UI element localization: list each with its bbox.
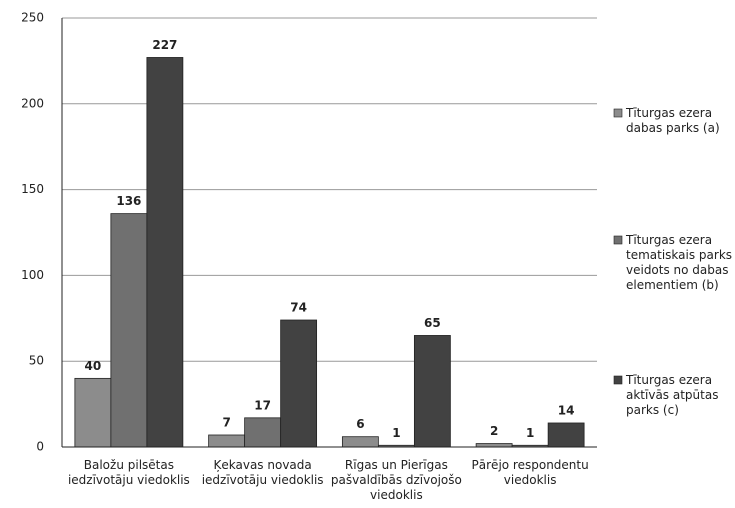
x-tick-label: Ķekavas novada iedzīvotāju viedoklis xyxy=(201,458,324,487)
data-label: 227 xyxy=(152,38,177,52)
y-tick-label: 0 xyxy=(36,440,44,454)
bar xyxy=(547,422,585,448)
data-label: 7 xyxy=(222,415,230,429)
data-label: 14 xyxy=(558,403,575,417)
bar xyxy=(244,417,282,448)
y-tick-label: 150 xyxy=(21,182,44,196)
data-label: 74 xyxy=(290,301,307,315)
y-tick-label: 250 xyxy=(21,11,44,25)
bar xyxy=(110,213,148,448)
data-label: 17 xyxy=(254,398,271,412)
bar xyxy=(413,335,451,448)
y-tick-label: 50 xyxy=(29,354,44,368)
legend-swatch xyxy=(613,108,623,118)
legend-label: Tīturgas ezera aktīvās atpūtas parks (c) xyxy=(626,373,719,417)
legend-label: Tīturgas ezera tematiskais parks veidots… xyxy=(626,233,733,292)
x-tick-label: Rīgas un Pierīgas pašvaldībās dzīvojošo … xyxy=(330,458,462,502)
legend-label: Tīturgas ezera dabas parks (a) xyxy=(626,106,720,135)
data-label: 136 xyxy=(116,194,141,208)
data-label: 1 xyxy=(392,426,400,440)
data-label: 65 xyxy=(424,316,441,330)
y-tick-label: 100 xyxy=(21,268,44,282)
data-label: 1 xyxy=(526,426,534,440)
data-label: 6 xyxy=(356,417,364,431)
bar xyxy=(341,436,379,448)
bar xyxy=(146,57,184,448)
x-tick-label: Pārējo respondentu viedoklis xyxy=(471,458,589,487)
bar xyxy=(475,443,513,448)
data-label: 2 xyxy=(490,424,498,438)
bar xyxy=(74,377,112,448)
y-tick-label: 200 xyxy=(21,96,44,110)
bar xyxy=(280,319,318,448)
legend-swatch xyxy=(613,235,623,245)
x-tick-label: Baložu pilsētas iedzīvotāju viedoklis xyxy=(67,458,190,487)
data-label: 40 xyxy=(85,359,102,373)
bar xyxy=(208,434,246,448)
legend-swatch xyxy=(613,375,623,385)
